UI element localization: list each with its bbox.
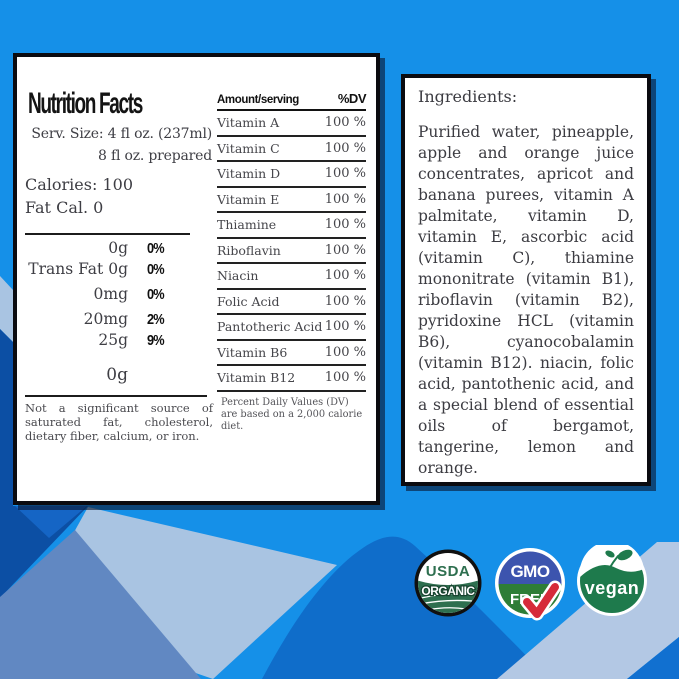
vitamin-dv: 100 %	[324, 242, 366, 258]
vitamin-name: Vitamin C	[217, 140, 280, 156]
nutrition-footnote: Not a significant source of saturated fa…	[25, 401, 213, 443]
nutrient-amount: 0mg	[93, 285, 128, 303]
leaf-icon	[617, 549, 633, 561]
header-dv: %DV	[337, 91, 367, 106]
nutrient-amount: 25g	[98, 331, 128, 349]
extra-amount: 0g	[106, 365, 128, 385]
vitamin-dv: 100 %	[324, 217, 366, 233]
nutrient-row: 0mg 0%	[25, 285, 205, 306]
nutrient-row: 20mg 2%	[25, 310, 205, 331]
nutrition-facts-panel: Nutrition Facts Serv. Size: 4 fl oz. (23…	[13, 53, 380, 505]
nutrient-amount: Trans Fat 0g	[28, 260, 128, 278]
ingredients-body: Purified water, pineapple, apple and ora…	[418, 123, 634, 477]
left-light-band	[0, 276, 13, 342]
vitamin-dv: 100 %	[324, 293, 366, 309]
vitamin-name: Thiamine	[217, 217, 277, 233]
nutrition-facts-title: Nutrition Facts	[28, 87, 143, 120]
nutrient-rows: 0g 0% Trans Fat 0g 0% 0mg 0% 20mg 2% 25g…	[25, 239, 205, 352]
vitamin-row: Niacin 100 %	[217, 264, 366, 290]
nutrient-amount: 20mg	[83, 310, 128, 328]
fat-calories-line: Fat Cal. 0	[25, 198, 104, 217]
leaf-stem-icon	[608, 555, 619, 570]
vitamin-row: Riboflavin 100 %	[217, 239, 366, 264]
vitamin-table-header: Amount/serving %DV	[217, 91, 367, 111]
vitamin-row: Vitamin D 100 %	[217, 162, 366, 188]
slate-triangle	[0, 530, 201, 679]
checkmark-icon	[523, 583, 559, 618]
serving-size-line2: 8 fl oz. prepared	[98, 148, 212, 164]
vitamin-row: Vitamin E 100 %	[217, 188, 366, 213]
nutrient-dv: 0%	[147, 286, 165, 303]
vitamin-dv: 100 %	[324, 166, 366, 182]
vitamin-dv: 100 %	[324, 140, 366, 156]
vitamin-row: Folic Acid 100 %	[217, 290, 366, 315]
vitamin-row: Vitamin B6 100 %	[217, 341, 366, 366]
header-amount-serving: Amount/serving	[217, 94, 299, 106]
vitamin-dv: 100 %	[324, 191, 366, 207]
organic-text: ORGANIC	[421, 584, 475, 598]
blue-mound	[262, 536, 549, 679]
vitamin-row: Pantotheric Acid 100 %	[217, 315, 366, 341]
vitamin-dv: 100 %	[324, 115, 366, 131]
vitamin-name: Niacin	[217, 268, 259, 284]
serving-size-block: Serv. Size: 4 fl oz. (237ml) 8 fl oz. pr…	[19, 123, 212, 167]
vitamin-dv: 100 %	[324, 344, 366, 360]
divider-rule	[25, 395, 207, 397]
vitamin-name: Folic Acid	[217, 293, 280, 309]
vegan-text: vegan	[585, 578, 640, 598]
vitamin-name: Vitamin A	[217, 115, 280, 131]
vitamin-row: Vitamin C 100 %	[217, 137, 366, 162]
gmo-free-badge: GMO FREE	[495, 548, 565, 621]
vitamin-row: Vitamin B12 100 %	[217, 366, 366, 392]
nutrient-dv: 0%	[147, 261, 165, 278]
usda-text: USDA	[426, 563, 471, 580]
nutrient-dv: 9%	[147, 332, 165, 349]
nutrient-dv: 0%	[147, 240, 165, 257]
calories-line: Calories: 100	[25, 175, 133, 194]
serving-size-line1: Serv. Size: 4 fl oz. (237ml)	[31, 126, 212, 142]
left-navy-shape	[0, 329, 88, 598]
vitamin-dv: 100 %	[324, 268, 366, 284]
vitamin-name: Vitamin B12	[217, 370, 296, 386]
vitamin-name: Pantotheric Acid	[217, 319, 323, 335]
vitamin-name: Vitamin E	[217, 191, 280, 207]
gmo-text: GMO	[510, 562, 549, 581]
usda-organic-badge: USDA ORGANIC	[414, 549, 482, 617]
vitamin-rows: Vitamin A 100 % Vitamin C 100 % Vitamin …	[217, 111, 366, 392]
ingredients-heading: Ingredients:	[418, 87, 518, 106]
vitamin-row: Thiamine 100 %	[217, 213, 366, 239]
vitamin-name: Riboflavin	[217, 242, 281, 258]
vitamin-table: Amount/serving %DV Vitamin A 100 % Vitam…	[217, 91, 367, 433]
vegan-badge: vegan	[577, 545, 647, 616]
nutrient-dv: 2%	[147, 311, 165, 328]
medium-accent-triangle	[15, 506, 87, 538]
nutrient-row: 0g 0%	[25, 239, 205, 260]
dv-footnote: Percent Daily Values (DV) are based on a…	[221, 396, 363, 432]
field-line-icon	[420, 592, 477, 599]
usda-green-field	[418, 580, 478, 613]
nutrient-row: 25g 9%	[25, 331, 205, 352]
vitamin-name: Vitamin D	[217, 166, 281, 182]
vitamin-row: Vitamin A 100 %	[217, 111, 366, 137]
nutrient-amount: 0g	[108, 239, 128, 257]
ingredients-panel: Ingredients: Purified water, pineapple, …	[401, 74, 651, 486]
nutrient-row: Trans Fat 0g 0%	[25, 260, 205, 281]
divider-rule	[25, 233, 190, 235]
corner-blue-triangle	[627, 637, 679, 679]
leaf-icon	[605, 550, 615, 558]
vitamin-dv: 100 %	[324, 370, 366, 386]
vitamin-dv: 100 %	[324, 319, 366, 335]
vitamin-name: Vitamin B6	[217, 344, 288, 360]
